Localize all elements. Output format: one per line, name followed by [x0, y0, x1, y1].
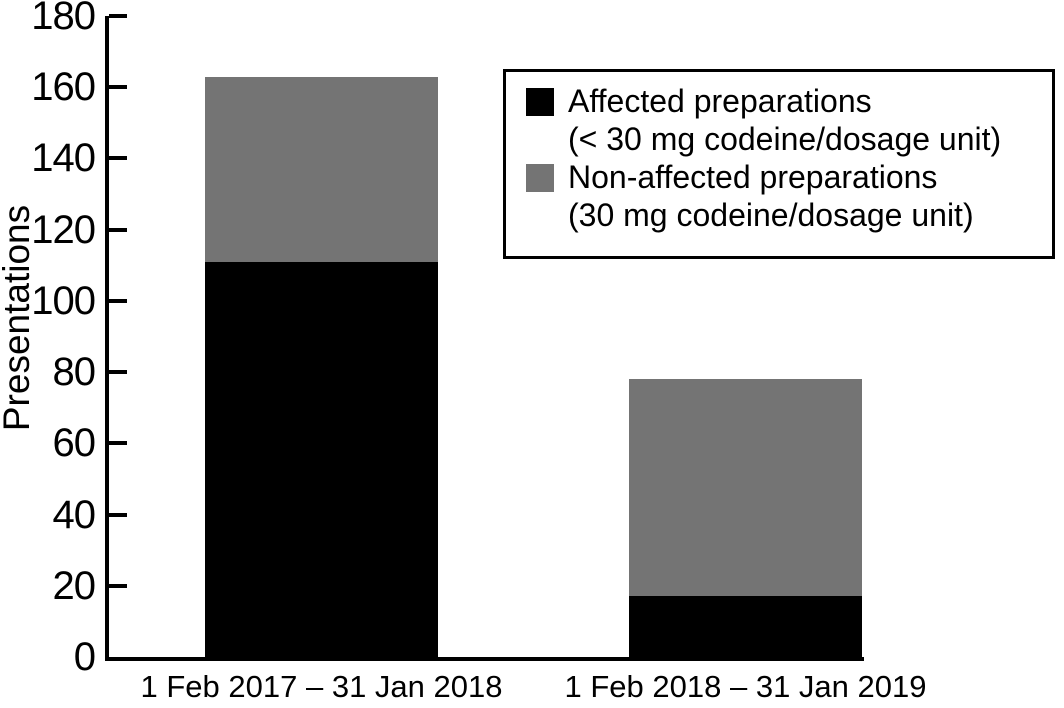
legend-label-non-affected: Non-affected preparations (30 mg codeine… [568, 158, 974, 234]
y-tick-label: 20 [52, 563, 97, 608]
y-tick-label: 40 [52, 492, 97, 537]
y-tick-label: 60 [52, 421, 97, 466]
legend-entry-affected: Affected preparations (< 30 mg codeine/d… [526, 82, 1052, 158]
legend-label-line: (30 mg codeine/dosage unit) [568, 197, 974, 233]
y-tick-label: 180 [31, 0, 96, 38]
y-tick-mark [109, 298, 127, 303]
y-tick-mark [109, 512, 127, 517]
y-tick-mark [109, 14, 127, 18]
y-tick-mark [109, 227, 127, 232]
bar-segment-non-affected [205, 76, 438, 262]
legend-box: Affected preparations (< 30 mg codeine/d… [503, 69, 1055, 259]
bar-segment-affected [629, 596, 862, 657]
stacked-bar [629, 379, 862, 657]
y-tick-mark [109, 156, 127, 161]
y-tick-label: 100 [31, 278, 96, 323]
y-tick-mark [109, 583, 127, 588]
legend-label-line: (< 30 mg codeine/dosage unit) [568, 121, 1002, 157]
plot-area [105, 14, 864, 661]
x-category-label: 1 Feb 2017 – 31 Jan 2018 [140, 669, 503, 704]
y-tick-mark [109, 370, 127, 375]
y-tick-label: 140 [31, 136, 96, 181]
legend-label-line: Affected preparations [568, 83, 872, 119]
y-tick-label: 120 [31, 207, 96, 252]
bar-segment-non-affected [629, 379, 862, 597]
y-tick-mark [109, 85, 127, 90]
legend-entry-non-affected: Non-affected preparations (30 mg codeine… [526, 158, 1052, 234]
legend-swatch-affected [526, 88, 554, 116]
y-tick-label: 0 [73, 635, 96, 679]
y-tick-label: 80 [52, 350, 97, 395]
bar-segment-affected [205, 261, 438, 657]
legend-label-affected: Affected preparations (< 30 mg codeine/d… [568, 82, 1001, 158]
y-tick-label: 160 [31, 65, 96, 110]
stacked-bar [205, 76, 438, 657]
x-category-label: 1 Feb 2018 – 31 Jan 2019 [564, 669, 927, 704]
legend-label-line: Non-affected preparations [568, 159, 938, 195]
y-tick-mark [109, 441, 127, 446]
legend-swatch-non-affected [526, 164, 554, 192]
